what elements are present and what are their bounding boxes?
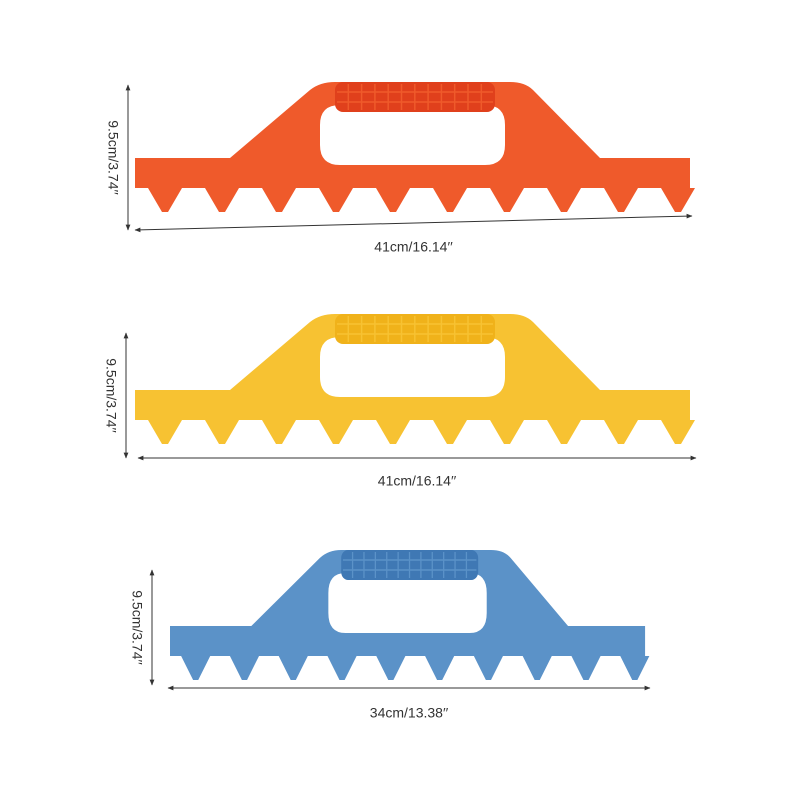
tool-body [170,550,650,680]
tools [135,82,695,680]
tool [135,314,695,444]
height-label: 9.5cm/3.74′′ [105,120,121,195]
height-label: 9.5cm/3.74′′ [103,358,119,433]
width-dimension [134,213,693,233]
tool-body [135,82,695,212]
width-label: 34cm/13.38′′ [370,705,449,721]
width-label: 41cm/16.14′′ [378,473,457,489]
tool-body [135,314,695,444]
tool [135,82,695,212]
tool [170,550,650,680]
height-label: 9.5cm/3.74′′ [129,590,145,665]
width-label: 41cm/16.14′′ [374,239,453,255]
